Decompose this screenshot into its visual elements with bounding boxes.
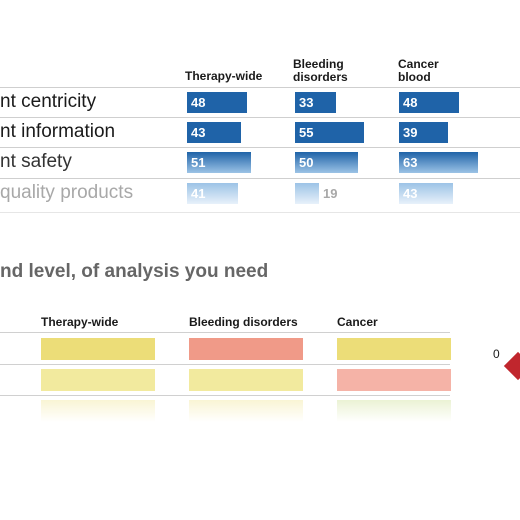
metric-bar: 50: [295, 152, 358, 173]
heat-header-bleeding-disorders: Bleeding disorders: [189, 315, 298, 329]
heat-cell: [41, 400, 155, 422]
row-divider: [0, 147, 520, 148]
metric-bar: 41: [187, 183, 238, 204]
heat-cell: [337, 338, 451, 360]
heat-cell: [41, 369, 155, 391]
heat-header-therapy-wide: Therapy-wide: [41, 315, 119, 329]
heat-row-divider: [0, 332, 450, 333]
heat-cell: [189, 369, 303, 391]
heat-row-divider: [0, 395, 450, 396]
row-label: nt information: [0, 121, 116, 142]
row-label: quality products: [0, 182, 134, 203]
row-divider: [0, 87, 520, 88]
metric-bar: 43: [399, 183, 453, 204]
scale-marker-diamond: [503, 351, 520, 381]
heat-header-cancer: Cancer: [337, 315, 378, 329]
metric-bar: [295, 183, 319, 204]
heat-cell: [189, 338, 303, 360]
heat-cell: [41, 338, 155, 360]
row-label: nt centricity: [0, 91, 97, 112]
metric-bar: 63: [399, 152, 478, 173]
metric-bar: 55: [295, 122, 364, 143]
metric-bar: 48: [187, 92, 247, 113]
scale-zero-label: 0: [493, 347, 500, 361]
table-bottom-rule: [0, 212, 520, 213]
metric-bar: 51: [187, 152, 251, 173]
metric-bar: 48: [399, 92, 459, 113]
metric-bar: 39: [399, 122, 448, 143]
heat-cell: [337, 400, 451, 422]
column-header-therapy-wide: Therapy-wide: [185, 69, 263, 83]
column-header-bleeding-disorders: Bleeding disorders: [293, 57, 348, 84]
heat-cell: [337, 369, 451, 391]
row-label: nt safety: [0, 151, 72, 172]
metric-bar: 43: [187, 122, 241, 143]
section-title: nd level, of analysis you need: [0, 261, 269, 282]
column-header-cancer-blood: Cancer blood: [398, 57, 439, 84]
row-divider: [0, 178, 520, 179]
metric-bar: 33: [295, 92, 336, 113]
heat-cell: [189, 400, 303, 422]
row-divider: [0, 117, 520, 118]
metric-bar-value: 19: [323, 186, 338, 201]
heat-row-divider: [0, 364, 450, 365]
